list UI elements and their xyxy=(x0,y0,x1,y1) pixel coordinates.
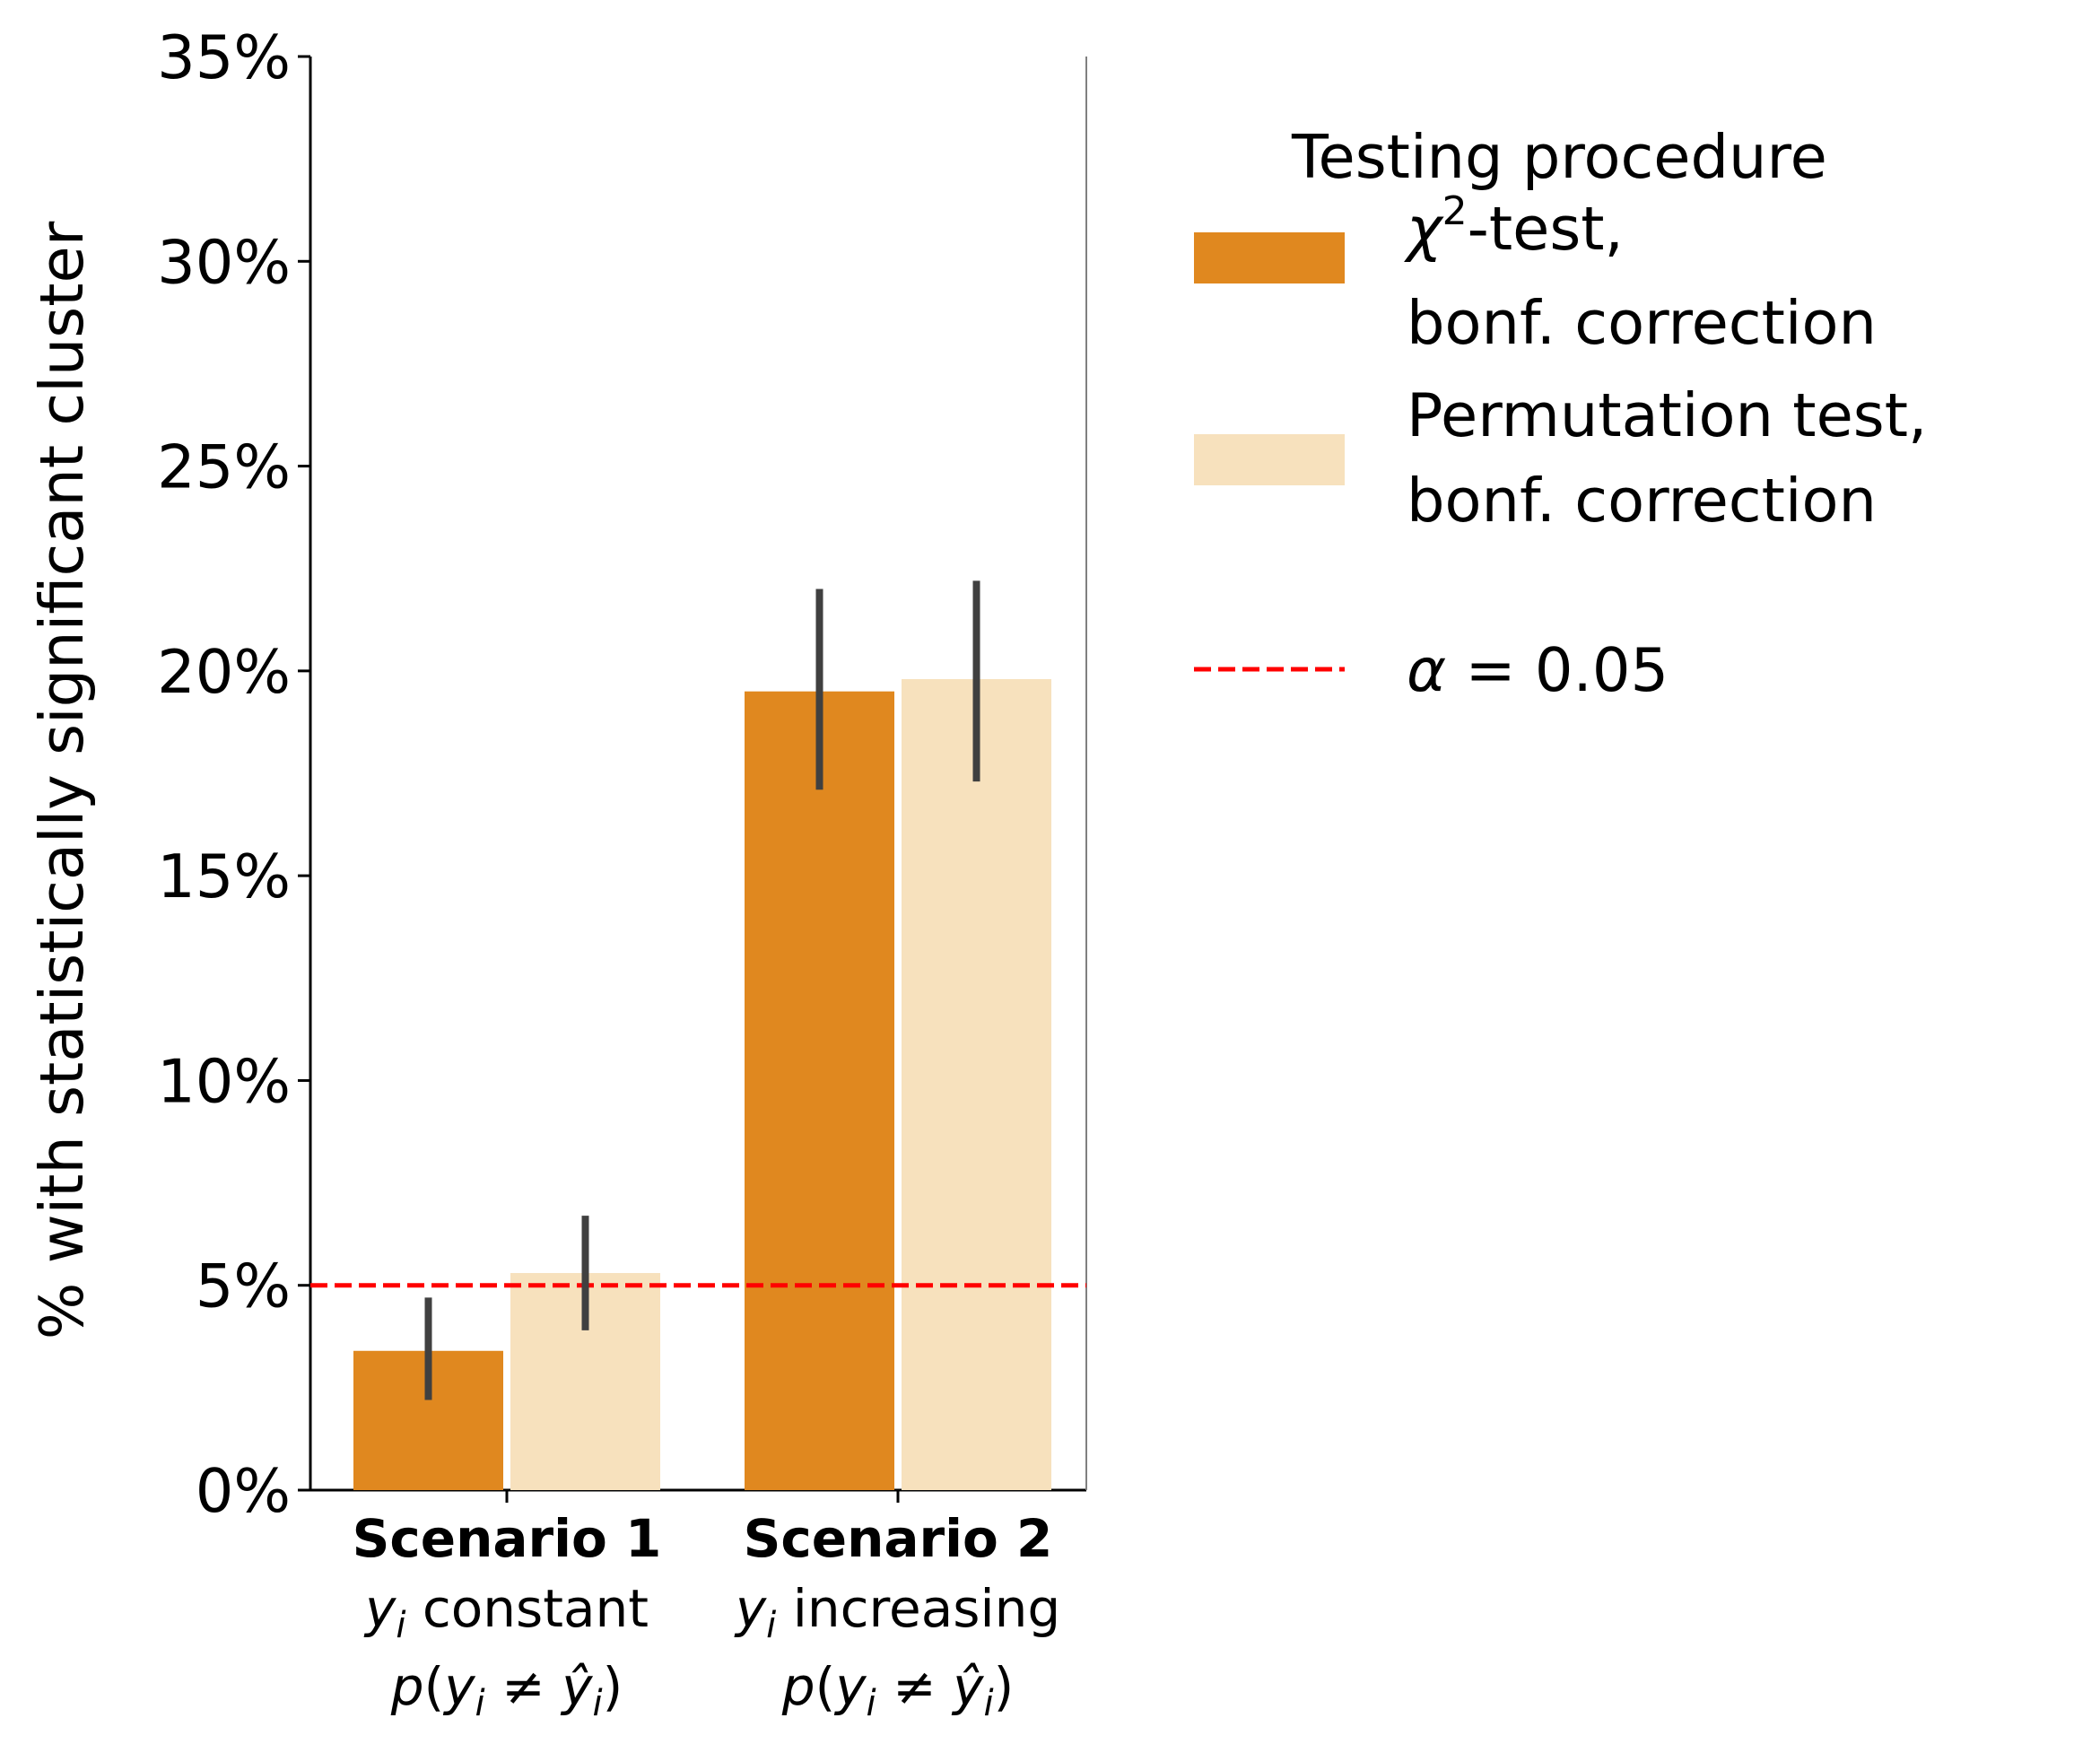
legend-title: Testing procedure xyxy=(1291,122,1827,192)
errorbar-layer xyxy=(424,580,980,1400)
math-var: y xyxy=(363,1578,396,1639)
math-var: y xyxy=(734,1578,767,1639)
y-axis-label: % with statistically significant cluster xyxy=(27,221,97,1339)
y-tick-label: 10% xyxy=(157,1046,291,1116)
math-op: ≠ xyxy=(485,1656,562,1717)
y-tick-label: 0% xyxy=(196,1456,291,1526)
legend-label-series2-line2[interactable]: bonf. correction xyxy=(1407,466,1877,536)
math-op: ≠ xyxy=(876,1656,953,1717)
x-tick-label-line3: p(yi ≠ ŷi) xyxy=(390,1656,623,1724)
x-tick-label-title: Scenario 2 xyxy=(744,1508,1053,1569)
math-paren: ) xyxy=(603,1656,623,1717)
math-var: χ xyxy=(1404,194,1444,264)
legend-label-reference-line[interactable]: α = 0.05 xyxy=(1407,635,1669,705)
math-paren: ( xyxy=(815,1656,836,1717)
y-tick-label: 25% xyxy=(157,432,291,502)
bars-layer xyxy=(353,678,1051,1490)
x-tick-label-line2: yi increasing xyxy=(734,1578,1060,1646)
math-subscript: i xyxy=(592,1683,602,1724)
math-var: α xyxy=(1407,635,1446,705)
legend-label-series2-line1[interactable]: Permutation test, xyxy=(1407,380,1927,450)
y-tick-label: 5% xyxy=(196,1251,291,1321)
math-var: p xyxy=(390,1656,424,1717)
math-var: ŷ xyxy=(951,1656,984,1717)
label-text: increasing xyxy=(776,1578,1060,1639)
math-subscript: i xyxy=(475,1683,485,1724)
math-subscript: i xyxy=(766,1605,776,1646)
label-text: = 0.05 xyxy=(1446,635,1669,705)
math-subscript: i xyxy=(867,1683,876,1724)
math-subscript: i xyxy=(396,1605,405,1646)
tick-layer: 0% 5% 10% 15% 20% 25% 30% 35% % with statistical… xyxy=(27,22,1060,1724)
math-var: y xyxy=(833,1656,867,1717)
x-tick-label-title: Scenario 1 xyxy=(353,1508,662,1569)
y-tick-label: 20% xyxy=(157,637,291,707)
label-text: constant xyxy=(405,1578,649,1639)
legend-swatch-series2[interactable] xyxy=(1194,434,1345,485)
y-tick-label: 30% xyxy=(157,227,291,297)
math-var: p xyxy=(781,1656,815,1717)
math-paren: ) xyxy=(994,1656,1015,1717)
math-superscript: 2 xyxy=(1442,188,1468,234)
math-var: ŷ xyxy=(560,1656,593,1717)
label-text: -test, xyxy=(1468,194,1624,264)
label-text: Permutation test, xyxy=(1407,380,1927,450)
math-subscript: i xyxy=(983,1683,993,1724)
legend-swatch-series1[interactable] xyxy=(1194,232,1345,283)
legend-label-series1-line1[interactable]: χ2-test, xyxy=(1404,188,1624,264)
math-paren: ( xyxy=(424,1656,445,1717)
bar-series2-category2 xyxy=(902,678,1051,1490)
x-tick-label-line2: yi constant xyxy=(363,1578,649,1646)
y-tick-label: 15% xyxy=(157,841,291,911)
x-tick-label-line3: p(yi ≠ ŷi) xyxy=(781,1656,1015,1724)
bar-series1-category2 xyxy=(745,691,894,1490)
math-var: y xyxy=(442,1656,475,1717)
legend-label-series1-line2[interactable]: bonf. correction xyxy=(1407,288,1877,358)
y-tick-label: 35% xyxy=(157,22,291,92)
